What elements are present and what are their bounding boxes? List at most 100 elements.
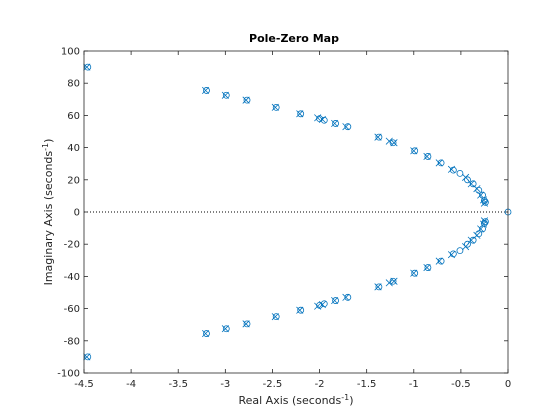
zero-marker <box>243 320 251 328</box>
y-tick-label: 60 <box>67 111 80 122</box>
zero-marker <box>297 306 305 314</box>
pole-marker <box>385 137 393 145</box>
axes-background <box>84 51 508 373</box>
zero-marker <box>424 264 432 271</box>
pole-marker <box>467 236 475 244</box>
y-tick-label: -20 <box>64 240 80 251</box>
zero-marker <box>203 87 210 94</box>
y-tick-label: 0 <box>74 208 80 219</box>
pole-marker <box>390 139 398 147</box>
pole-marker <box>331 119 339 128</box>
zero-marker <box>449 166 457 174</box>
pole-marker <box>221 325 229 333</box>
pole-marker <box>342 293 350 301</box>
y-tick-label: 20 <box>67 175 80 186</box>
x-axis-label: Real Axis (seconds-1) <box>238 393 353 407</box>
pole-marker <box>201 86 210 95</box>
y-axis-label: Imaginary Axis (seconds-1) <box>41 139 55 286</box>
x-tick-label: -3.5 <box>168 379 188 390</box>
pole-marker <box>390 277 398 285</box>
x-tick-label: -2.5 <box>263 379 283 390</box>
x-tick-label: -2 <box>315 379 325 390</box>
zero-marker <box>297 110 305 118</box>
zero-marker <box>375 133 383 141</box>
y-tick-label: 40 <box>67 143 80 154</box>
zero-marker <box>375 283 383 291</box>
zero-marker <box>449 250 457 258</box>
x-tick-label: -1.5 <box>357 379 377 390</box>
pole-marker <box>296 110 304 118</box>
zero-marker <box>411 269 419 277</box>
pole-marker <box>423 263 431 272</box>
pole-marker <box>221 91 229 99</box>
data-markers <box>83 63 512 361</box>
x-tick-label: -0.5 <box>451 379 471 390</box>
plot-area <box>83 50 512 374</box>
pole-marker <box>296 306 304 314</box>
zero-marker <box>424 153 432 160</box>
zero-marker <box>481 219 488 227</box>
zero-marker <box>222 325 230 333</box>
pole-marker <box>410 147 418 155</box>
zero-marker <box>272 313 280 321</box>
zero-marker <box>84 63 92 71</box>
zero-marker <box>243 96 251 104</box>
x-tick-label: -3 <box>220 379 230 390</box>
zero-marker <box>320 116 328 124</box>
zero-marker <box>320 300 328 308</box>
zero-marker <box>464 176 471 184</box>
y-tick-label: -60 <box>64 304 80 315</box>
x-tick-label: -4.5 <box>74 379 94 390</box>
pole-marker <box>242 96 250 104</box>
y-tick-label: -100 <box>57 369 80 380</box>
pole-marker <box>271 103 279 111</box>
zero-marker <box>437 159 445 167</box>
zero-marker <box>344 123 352 131</box>
zero-marker <box>222 91 230 99</box>
zero-marker <box>203 330 210 337</box>
y-tick-label: -80 <box>64 336 80 347</box>
zero-marker <box>481 218 489 226</box>
pole-marker <box>242 320 250 328</box>
pole-marker <box>331 296 339 305</box>
pole-marker <box>374 283 382 291</box>
x-tick-label: -1 <box>409 379 419 390</box>
zero-marker <box>389 277 397 285</box>
zero-marker <box>475 230 483 238</box>
zero-marker <box>456 169 464 177</box>
zero-marker <box>411 147 419 155</box>
x-tick-label: 0 <box>505 379 511 390</box>
zero-marker <box>316 301 323 309</box>
y-tick-label: -40 <box>64 272 80 283</box>
zero-marker <box>272 103 280 111</box>
zero-marker <box>469 236 477 244</box>
zero-marker <box>481 197 488 205</box>
pole-marker <box>435 159 443 167</box>
axes-box <box>83 50 509 374</box>
pole-marker <box>83 63 91 71</box>
zero-marker <box>84 353 92 361</box>
x-tick-label: -4 <box>126 379 136 390</box>
zero-marker <box>464 240 471 248</box>
pole-marker <box>385 279 393 287</box>
pole-marker <box>83 353 91 361</box>
zero-marker <box>389 139 397 147</box>
zero-marker <box>437 257 445 265</box>
zero-marker <box>344 293 352 301</box>
pole-marker <box>342 123 350 131</box>
pole-marker <box>435 257 443 265</box>
zero-marker <box>481 198 489 206</box>
pole-marker <box>423 152 431 161</box>
tick-labels: -4.5 -4 -3.5 -3 -2.5 -2 -1.5 -1 -0.5 0 -100 -80 -60 -… <box>57 47 511 391</box>
zero-marker <box>456 247 464 255</box>
pole-marker <box>374 133 382 141</box>
pole-marker <box>201 329 210 338</box>
zero-marker <box>332 297 339 304</box>
zero-marker <box>332 120 339 127</box>
zero-marker <box>475 186 483 194</box>
y-tick-label: 80 <box>67 79 80 90</box>
pole-marker <box>410 269 418 277</box>
pole-marker <box>271 313 279 321</box>
zero-marker <box>316 115 323 123</box>
